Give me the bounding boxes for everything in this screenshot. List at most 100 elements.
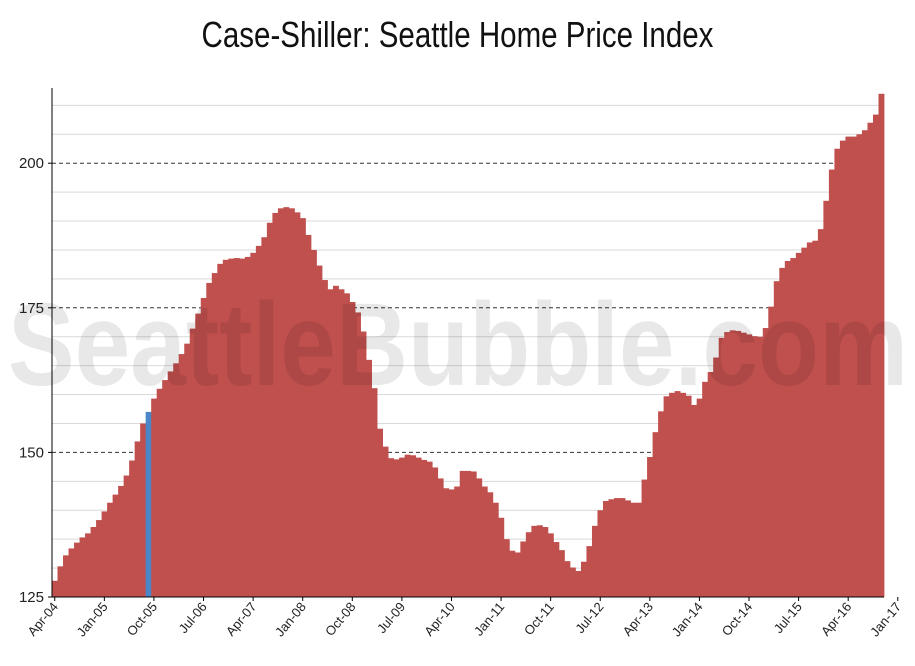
bar: [591, 525, 598, 597]
bar: [283, 207, 290, 597]
bar: [299, 218, 306, 598]
bar: [101, 511, 108, 597]
chart-title: Case-Shiller: Seattle Home Price Index: [201, 14, 714, 55]
bar: [123, 475, 130, 597]
y-tick-labels: 125 150 175 200: [19, 155, 44, 606]
bar: [625, 500, 631, 597]
bar: [465, 470, 472, 597]
bar: [641, 479, 648, 597]
bar: [740, 332, 747, 597]
x-tick-label: Oct-05: [124, 599, 161, 639]
bar: [195, 313, 202, 597]
bar: [107, 502, 114, 597]
bar: [658, 411, 665, 597]
bar: [718, 337, 725, 597]
bar: [162, 380, 169, 597]
y-tick-label: 125: [19, 589, 44, 606]
bar: [189, 328, 196, 597]
bar: [399, 457, 406, 597]
bar: [553, 542, 560, 597]
bar: [140, 423, 147, 597]
bar: [366, 359, 372, 597]
bar: [850, 136, 857, 597]
bar: [74, 542, 80, 597]
bar: [536, 525, 543, 597]
x-tick-label: Oct-14: [719, 599, 756, 639]
bar: [795, 252, 802, 597]
bar: [839, 140, 846, 597]
bar: [421, 459, 428, 597]
highlight-bar: [145, 411, 152, 597]
bar: [724, 332, 731, 597]
bar: [735, 330, 742, 597]
x-tick-label: Jul-06: [176, 599, 210, 636]
bar: [861, 130, 868, 597]
x-tick-label: Apr-16: [818, 599, 855, 639]
bar: [762, 328, 769, 597]
x-tick-label: Apr-13: [620, 599, 657, 639]
bar: [134, 441, 141, 597]
bar: [178, 354, 185, 597]
x-tick-label: Oct-08: [322, 599, 359, 639]
bar: [806, 242, 813, 597]
bar: [602, 500, 609, 597]
bar: [388, 458, 395, 597]
bar: [542, 527, 549, 597]
bar: [768, 306, 775, 597]
bar: [459, 470, 466, 597]
x-tick-label: Jul-09: [374, 599, 408, 636]
bar: [757, 336, 764, 597]
bar: [746, 334, 753, 597]
bar: [630, 502, 637, 597]
bar: [487, 492, 494, 597]
bar: [773, 281, 780, 597]
bars: [52, 93, 885, 598]
bar: [250, 252, 257, 597]
bar: [669, 392, 676, 597]
bar: [503, 539, 510, 597]
bar: [57, 566, 64, 597]
bar: [327, 289, 334, 597]
bar: [217, 263, 224, 597]
bar: [525, 532, 532, 597]
bar: [652, 432, 659, 597]
bar: [597, 510, 604, 597]
bar: [305, 234, 312, 598]
x-tick-label: Jan-17: [867, 599, 904, 639]
bar: [426, 461, 433, 597]
bar: [713, 357, 720, 597]
bar: [845, 136, 852, 597]
bar: [200, 297, 207, 597]
bar: [338, 289, 345, 597]
bar: [118, 485, 125, 597]
bar: [294, 212, 301, 597]
bar: [355, 312, 361, 597]
bar: [531, 525, 538, 597]
bar: [779, 267, 786, 597]
bar: [344, 293, 350, 597]
bar: [729, 330, 736, 597]
bar: [619, 498, 626, 597]
bar: [663, 396, 670, 597]
bar: [443, 488, 450, 597]
bar: [707, 371, 714, 597]
bar: [691, 404, 698, 597]
bar: [432, 467, 439, 597]
bar: [564, 561, 571, 597]
bar: [751, 336, 758, 597]
bar: [239, 258, 246, 597]
bar: [415, 457, 422, 597]
bar: [206, 282, 213, 597]
x-tick-label: Jan-11: [471, 599, 507, 638]
bar: [481, 486, 488, 597]
bar: [454, 486, 461, 597]
bar: [228, 258, 235, 597]
bar: [382, 446, 389, 597]
bar: [856, 134, 863, 598]
x-tick-label: Jan-05: [74, 599, 111, 639]
bar: [685, 395, 692, 597]
x-tick-label: Jan-14: [669, 599, 706, 639]
bar: [52, 580, 58, 597]
bar: [647, 457, 653, 597]
bar: [272, 212, 279, 597]
